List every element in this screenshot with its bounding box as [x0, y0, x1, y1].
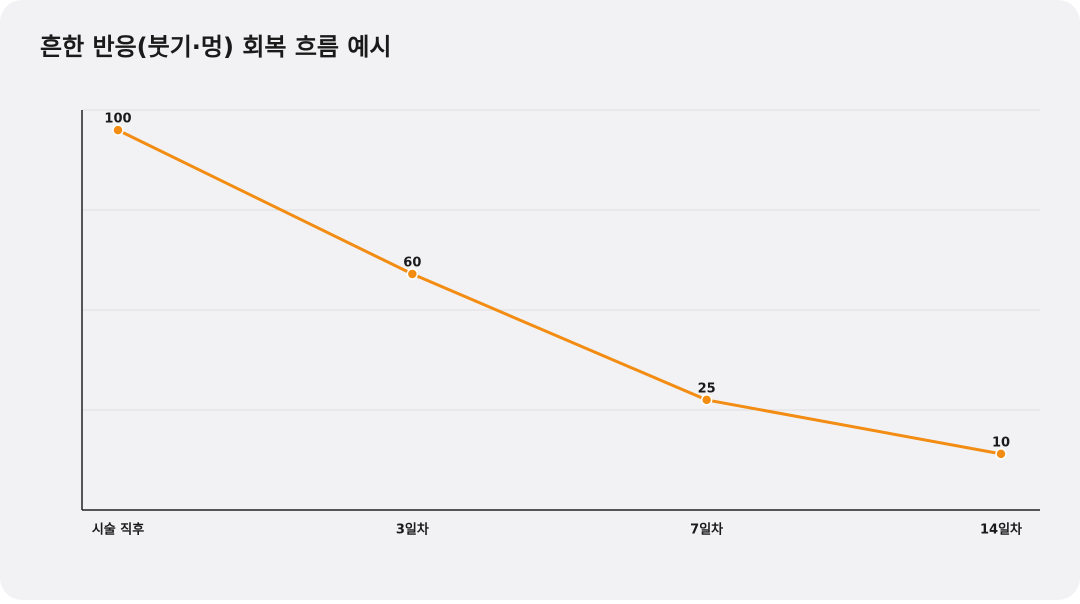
value-label: 10	[992, 435, 1010, 450]
x-tick-label: 7일차	[690, 522, 723, 538]
value-label: 25	[698, 381, 716, 396]
chart-title: 흔한 반응(붓기·멍) 회복 흐름 예시	[40, 33, 392, 61]
value-label: 60	[403, 256, 421, 271]
value-label: 100	[104, 112, 131, 127]
x-tick-label: 14일차	[980, 522, 1022, 538]
point	[112, 124, 124, 136]
x-tick-label: 시술 직후	[92, 522, 144, 538]
point	[995, 448, 1007, 460]
x-tick-label: 3일차	[396, 522, 429, 538]
point	[700, 394, 713, 406]
line	[117, 128, 1002, 456]
point	[406, 268, 419, 280]
